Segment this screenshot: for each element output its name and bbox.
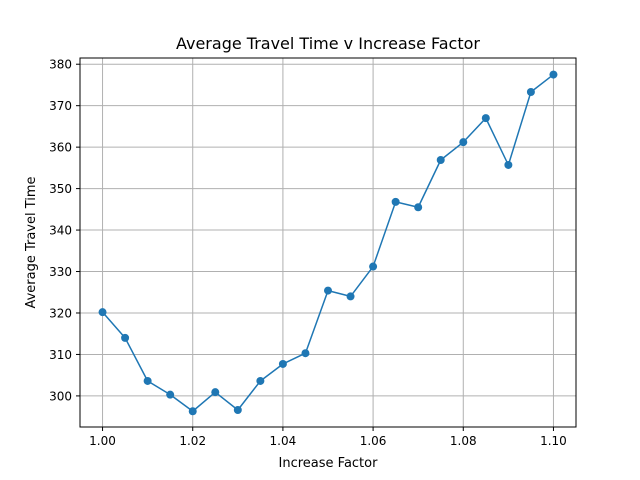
y-tick-label: 300 — [49, 389, 72, 403]
data-point — [526, 87, 535, 96]
y-tick-label: 380 — [49, 58, 72, 72]
data-point — [549, 70, 558, 79]
x-axis: 1.00 1.02 1.04 1.06 1.08 1.10 — [89, 427, 567, 448]
data-point — [481, 114, 490, 123]
y-tick-label: 330 — [49, 265, 72, 279]
data-point — [143, 376, 152, 385]
x-tick-label: 1.02 — [179, 434, 206, 448]
data-point — [414, 203, 423, 212]
grid — [80, 58, 576, 427]
y-tick-label: 370 — [49, 99, 72, 113]
data-point — [233, 406, 242, 415]
data-point — [301, 349, 310, 358]
data-point — [324, 286, 332, 295]
y-axis-label: Average Travel Time — [24, 176, 39, 308]
y-tick-label: 360 — [49, 141, 72, 155]
x-tick-label: 1.04 — [270, 434, 297, 448]
y-tick-label: 350 — [49, 182, 72, 196]
data-point — [256, 376, 265, 385]
y-axis: 300 310 320 330 340 350 360 370 380 — [49, 58, 80, 403]
data-point — [436, 155, 445, 164]
plot-frame — [79, 57, 577, 428]
y-tick-label: 310 — [49, 348, 72, 362]
y-tick-label: 340 — [49, 224, 72, 238]
y-tick-label: 320 — [49, 306, 72, 320]
data-point — [346, 292, 355, 301]
data-point — [369, 262, 378, 271]
x-tick-label: 1.00 — [89, 434, 116, 448]
data-point — [504, 160, 513, 169]
data-point — [211, 388, 220, 397]
data-point — [391, 197, 400, 206]
x-tick-label: 1.08 — [450, 434, 477, 448]
data-point — [166, 390, 175, 399]
data-point — [121, 333, 130, 342]
data-point — [278, 359, 287, 368]
x-tick-label: 1.06 — [360, 434, 387, 448]
data-point — [98, 308, 107, 317]
x-tick-label: 1.10 — [540, 434, 567, 448]
chart-title: Average Travel Time v Increase Factor — [176, 34, 480, 53]
data-point — [188, 407, 197, 416]
series-layer — [98, 70, 558, 416]
x-axis-label: Increase Factor — [279, 456, 379, 471]
data-point — [459, 138, 468, 147]
